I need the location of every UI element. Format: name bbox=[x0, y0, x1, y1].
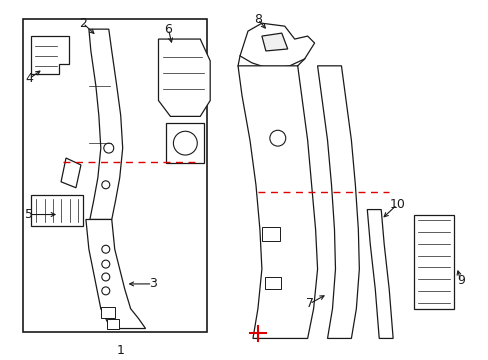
Bar bbox=[413, 215, 453, 309]
Text: 4: 4 bbox=[25, 72, 33, 85]
Polygon shape bbox=[86, 220, 145, 329]
Polygon shape bbox=[238, 66, 317, 338]
Polygon shape bbox=[158, 39, 210, 116]
Polygon shape bbox=[31, 36, 69, 74]
Text: 7: 7 bbox=[305, 297, 313, 310]
Polygon shape bbox=[317, 66, 359, 338]
Text: 8: 8 bbox=[253, 13, 262, 26]
Text: 10: 10 bbox=[388, 198, 404, 211]
Text: 1: 1 bbox=[117, 344, 124, 357]
Text: 5: 5 bbox=[25, 208, 33, 221]
Polygon shape bbox=[240, 23, 314, 69]
Text: 6: 6 bbox=[164, 23, 172, 36]
Polygon shape bbox=[262, 33, 287, 51]
Bar bbox=[106, 319, 119, 329]
Bar bbox=[262, 228, 279, 241]
Text: 2: 2 bbox=[79, 17, 87, 30]
Polygon shape bbox=[166, 123, 204, 163]
Bar bbox=[31, 195, 83, 226]
Text: 3: 3 bbox=[148, 278, 156, 291]
Polygon shape bbox=[366, 210, 392, 338]
Text: 9: 9 bbox=[456, 274, 464, 287]
Bar bbox=[264, 277, 280, 289]
Polygon shape bbox=[89, 29, 122, 220]
Bar bbox=[101, 307, 115, 318]
Bar bbox=[23, 19, 207, 332]
Polygon shape bbox=[61, 158, 81, 188]
